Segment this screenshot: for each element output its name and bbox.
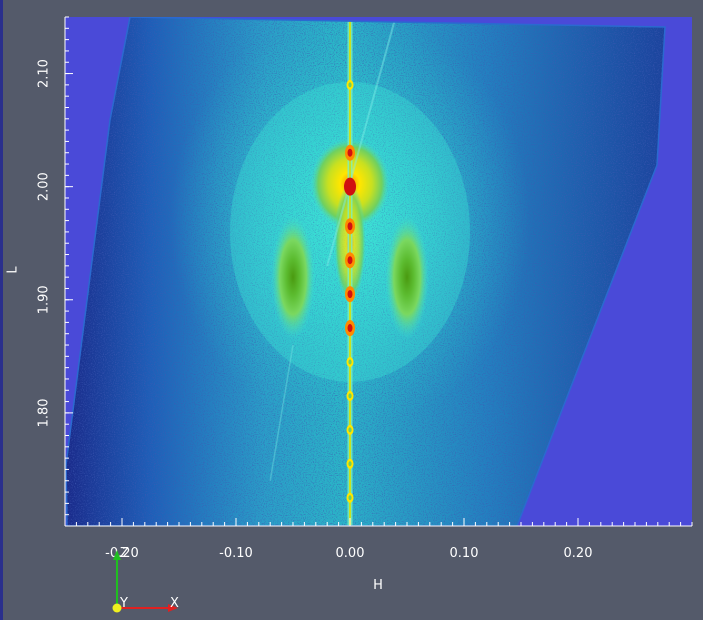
satellite-left xyxy=(271,215,315,340)
rod-peak-core xyxy=(348,359,352,365)
rod-peak-core xyxy=(348,461,352,467)
z-arrowhead xyxy=(113,550,121,560)
diagonal-streak xyxy=(269,344,294,481)
x-tick-label: -0.10 xyxy=(219,546,253,561)
orientation-triad: Z X Y xyxy=(112,546,179,613)
y-tick-label: 1.80 xyxy=(37,398,52,427)
rod-peak-core xyxy=(348,393,352,399)
x-tick-label: -0.20 xyxy=(105,546,139,561)
x-arrowhead xyxy=(168,604,178,612)
y-axis-dot xyxy=(112,603,122,613)
y-tick-label: 2.00 xyxy=(37,172,52,201)
window-edge xyxy=(0,0,3,620)
x-tick-label: 0.20 xyxy=(564,546,593,561)
data-boundary xyxy=(65,17,666,526)
y-tick-label: 2.10 xyxy=(37,59,52,88)
x-axis-label: X xyxy=(170,596,179,611)
rod-peak-core xyxy=(347,324,353,333)
rod-peak-core xyxy=(347,290,353,299)
axes: -0.20 -0.10 0.00 0.10 0.20 1.80 1.90 2.00 2.10 H L xyxy=(6,16,693,593)
x-axis-title: H xyxy=(373,578,383,593)
features-layer xyxy=(230,17,470,526)
y-tick-label: 1.90 xyxy=(37,285,52,314)
rod-peak-core xyxy=(348,82,352,88)
y-axis-title: L xyxy=(6,266,21,274)
rod-peak-core xyxy=(348,427,352,433)
y-axis-label: Y xyxy=(119,596,128,611)
satellite-right xyxy=(385,215,429,340)
z-axis-label: Z xyxy=(120,546,129,561)
rod-peak-core xyxy=(347,148,353,157)
bragg-peak-core xyxy=(344,177,356,196)
rod-peak-core xyxy=(348,495,352,501)
rod-peak-core xyxy=(347,222,353,231)
rod-peak-core xyxy=(347,256,353,265)
diagonal-streak xyxy=(326,17,397,267)
x-tick-label: 0.10 xyxy=(450,546,479,561)
plot-area xyxy=(65,17,692,526)
x-tick-label: 0.00 xyxy=(336,546,365,561)
